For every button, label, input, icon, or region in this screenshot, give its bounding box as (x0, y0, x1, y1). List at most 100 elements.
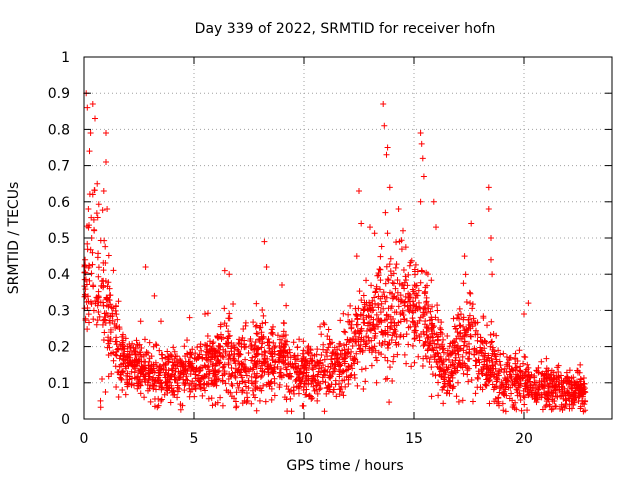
data-point (379, 340, 386, 347)
data-point (433, 224, 439, 231)
data-point (233, 403, 240, 410)
data-point (236, 380, 243, 387)
data-point (417, 279, 424, 286)
data-point (382, 298, 389, 305)
data-point (235, 384, 242, 391)
data-point (168, 365, 175, 372)
data-point (435, 316, 442, 323)
data-point (394, 276, 401, 283)
data-point (223, 323, 230, 330)
data-point (336, 343, 343, 350)
data-point (266, 339, 273, 346)
data-point (170, 344, 177, 351)
data-point (189, 346, 196, 353)
data-point (142, 263, 149, 270)
data-point (271, 392, 278, 399)
data-point (174, 382, 181, 389)
data-point (314, 397, 321, 404)
data-point (296, 336, 303, 343)
data-point (471, 351, 478, 358)
grid (84, 57, 612, 419)
data-point (256, 397, 263, 404)
data-point (443, 389, 450, 396)
data-point (393, 261, 400, 268)
data-point (560, 380, 567, 387)
data-point (104, 206, 111, 213)
data-point (113, 334, 120, 341)
data-point (262, 349, 269, 356)
data-point (94, 317, 101, 324)
data-point (82, 256, 89, 263)
data-point (546, 376, 553, 383)
data-point (151, 292, 158, 299)
data-point (305, 373, 312, 380)
data-point (110, 357, 117, 364)
data-point (502, 408, 509, 415)
data-point (275, 351, 282, 358)
data-point (416, 317, 423, 324)
data-point (416, 337, 423, 344)
data-point (100, 302, 107, 309)
data-point (373, 357, 380, 364)
data-point (441, 367, 448, 374)
data-point (257, 365, 264, 372)
data-point (472, 331, 479, 338)
data-point (411, 266, 418, 273)
data-point (271, 365, 278, 372)
data-point (299, 402, 306, 409)
data-point (232, 398, 239, 405)
y-tick-label: 0.1 (48, 376, 70, 392)
data-point (342, 350, 349, 357)
data-point (521, 394, 528, 401)
data-point (171, 348, 178, 355)
data-point (407, 259, 414, 266)
data-point (268, 364, 275, 371)
data-point (137, 390, 144, 397)
data-point (242, 356, 249, 363)
data-point (542, 378, 549, 385)
data-point (363, 277, 370, 284)
data-point (407, 294, 414, 301)
data-point (287, 395, 294, 402)
data-point (407, 323, 414, 330)
data-point (580, 408, 587, 415)
data-point (372, 354, 379, 361)
data-point (189, 378, 196, 385)
data-point (488, 256, 494, 263)
data-point (525, 300, 532, 307)
data-point (374, 272, 381, 279)
data-point (349, 343, 356, 350)
data-point (452, 339, 459, 346)
data-point (158, 397, 164, 404)
data-point (151, 382, 158, 389)
data-point (381, 122, 388, 129)
data-point (97, 397, 104, 404)
data-point (390, 353, 397, 360)
data-point (411, 290, 418, 297)
data-point (378, 300, 385, 307)
data-point (254, 330, 261, 337)
data-point (205, 375, 212, 382)
data-point (232, 374, 239, 381)
data-point (512, 350, 519, 357)
data-point (332, 381, 339, 388)
data-point (219, 353, 226, 360)
data-point (100, 284, 107, 291)
data-point (283, 338, 290, 345)
data-point (401, 299, 408, 306)
data-point (255, 345, 262, 352)
data-point (353, 350, 360, 357)
data-point (395, 296, 402, 303)
data-point (280, 347, 287, 354)
data-point (156, 347, 163, 354)
data-point (262, 398, 269, 405)
data-point (444, 332, 451, 339)
data-point (384, 375, 391, 382)
data-point (444, 366, 451, 373)
data-point (579, 400, 586, 407)
y-tick-label: 0.3 (48, 303, 70, 319)
data-point (373, 379, 380, 386)
data-point (143, 351, 150, 358)
data-point (402, 244, 409, 251)
data-point (203, 380, 210, 387)
